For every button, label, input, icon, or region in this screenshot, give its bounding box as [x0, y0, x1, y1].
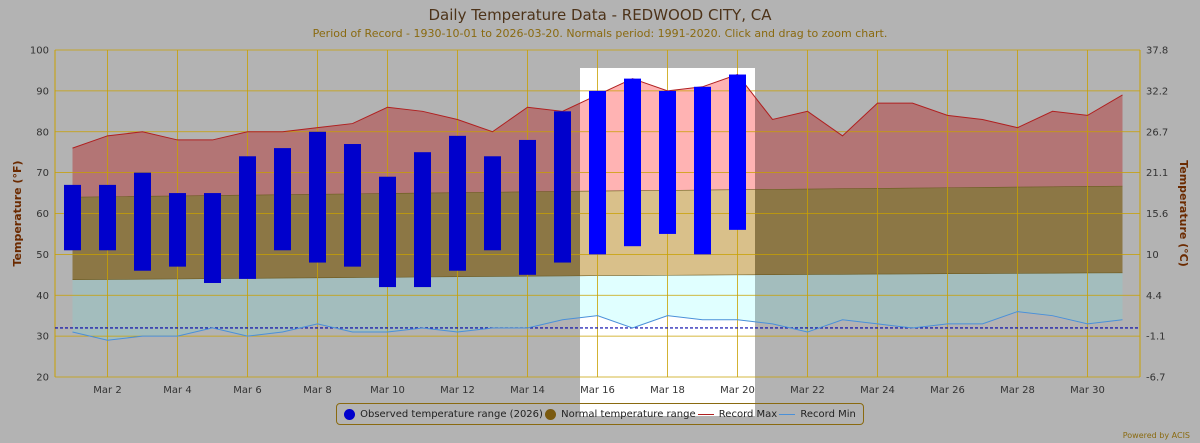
y-tick-label-left: 20: [36, 373, 49, 384]
x-tick-label: Mar 6: [233, 385, 261, 396]
y-tick-label-right: -6.7: [1146, 373, 1166, 384]
observed-bar[interactable]: [554, 111, 571, 263]
observed-bar[interactable]: [589, 90, 606, 255]
y-tick-label-right: 10: [1146, 250, 1159, 261]
x-tick-label: Mar 4: [163, 385, 191, 396]
y-tick-label-left: 50: [36, 250, 49, 261]
credit-link[interactable]: Powered by ACIS: [1122, 431, 1190, 440]
x-tick-label: Mar 12: [440, 385, 475, 396]
observed-bar[interactable]: [449, 135, 466, 271]
observed-bar[interactable]: [659, 90, 676, 234]
observed-bar[interactable]: [729, 74, 746, 230]
x-tick-label: Mar 26: [930, 385, 965, 396]
legend-item-observed[interactable]: Observed temperature range (2026): [344, 408, 543, 420]
observed-bar[interactable]: [169, 193, 186, 267]
legend: Observed temperature range (2026) Normal…: [336, 403, 864, 425]
y-axis-title-right: Temperature (°C): [1177, 160, 1190, 267]
chart-title: Daily Temperature Data - REDWOOD CITY, C…: [428, 6, 772, 24]
y-axis-title-left: Temperature (°F): [11, 160, 24, 266]
legend-record-max-marker: [697, 413, 714, 415]
legend-item-normal[interactable]: Normal temperature range: [545, 408, 696, 420]
y-tick-label-left: 70: [36, 168, 49, 179]
y-tick-label-right: 21.1: [1146, 168, 1168, 179]
observed-bar[interactable]: [99, 184, 116, 251]
legend-normal-marker: [545, 408, 557, 420]
observed-bar[interactable]: [204, 193, 221, 283]
observed-bar[interactable]: [519, 139, 536, 275]
y-tick-label-left: 100: [30, 46, 49, 57]
x-tick-label: Mar 8: [303, 385, 331, 396]
x-tick-label: Mar 30: [1070, 385, 1105, 396]
y-tick-label-right: -1.1: [1146, 332, 1166, 343]
y-tick-label-left: 90: [36, 86, 49, 97]
observed-bar[interactable]: [134, 172, 151, 271]
x-tick-label: Mar 2: [93, 385, 121, 396]
legend-record-max-label: Record Max: [718, 408, 778, 420]
legend-observed-label: Observed temperature range (2026): [360, 408, 543, 420]
legend-record-min-marker: [779, 413, 796, 415]
observed-bar[interactable]: [484, 156, 501, 251]
observed-bar[interactable]: [309, 131, 326, 263]
x-tick-label: Mar 28: [1000, 385, 1035, 396]
legend-item-record-max[interactable]: Record Max: [697, 408, 778, 420]
observed-bar[interactable]: [624, 78, 641, 247]
legend-record-min-label: Record Min: [800, 408, 856, 420]
observed-bar[interactable]: [64, 184, 81, 251]
legend-normal-label: Normal temperature range: [561, 408, 696, 420]
y-tick-label-left: 40: [36, 291, 49, 302]
x-tick-label: Mar 24: [860, 385, 895, 396]
observed-bar[interactable]: [379, 176, 396, 288]
chart-subtitle: Period of Record - 1930-10-01 to 2026-03…: [312, 27, 888, 40]
y-tick-label-right: 15.6: [1146, 209, 1168, 220]
y-tick-label-right: 26.7: [1146, 127, 1168, 138]
x-tick-label: Mar 22: [790, 385, 825, 396]
y-tick-label-left: 30: [36, 332, 49, 343]
observed-bar[interactable]: [414, 152, 431, 288]
x-tick-label: Mar 14: [510, 385, 545, 396]
x-tick-label: Mar 16: [580, 385, 615, 396]
observed-bars-layer: [64, 74, 746, 288]
observed-bar[interactable]: [344, 144, 361, 267]
observed-bar[interactable]: [239, 156, 256, 279]
y-tick-label-right: 32.2: [1146, 86, 1168, 97]
axis-layer: 20 -6.7 30 -1.1 40 4.4 50 10 60 15.6 70 21.1 80 26.7 9…: [11, 46, 1190, 397]
y-tick-label-left: 80: [36, 127, 49, 138]
y-tick-label-right: 4.4: [1146, 291, 1162, 302]
legend-item-record-min[interactable]: Record Min: [779, 408, 856, 420]
observed-bar[interactable]: [274, 148, 291, 251]
observed-bar[interactable]: [694, 86, 711, 255]
y-tick-label-right: 37.8: [1146, 46, 1168, 57]
record-min-line: [72, 311, 1123, 341]
x-tick-label: Mar 10: [370, 385, 405, 396]
x-tick-label: Mar 18: [650, 385, 685, 396]
legend-observed-marker: [344, 408, 356, 420]
y-tick-label-left: 60: [36, 209, 49, 220]
x-tick-label: Mar 20: [720, 385, 755, 396]
